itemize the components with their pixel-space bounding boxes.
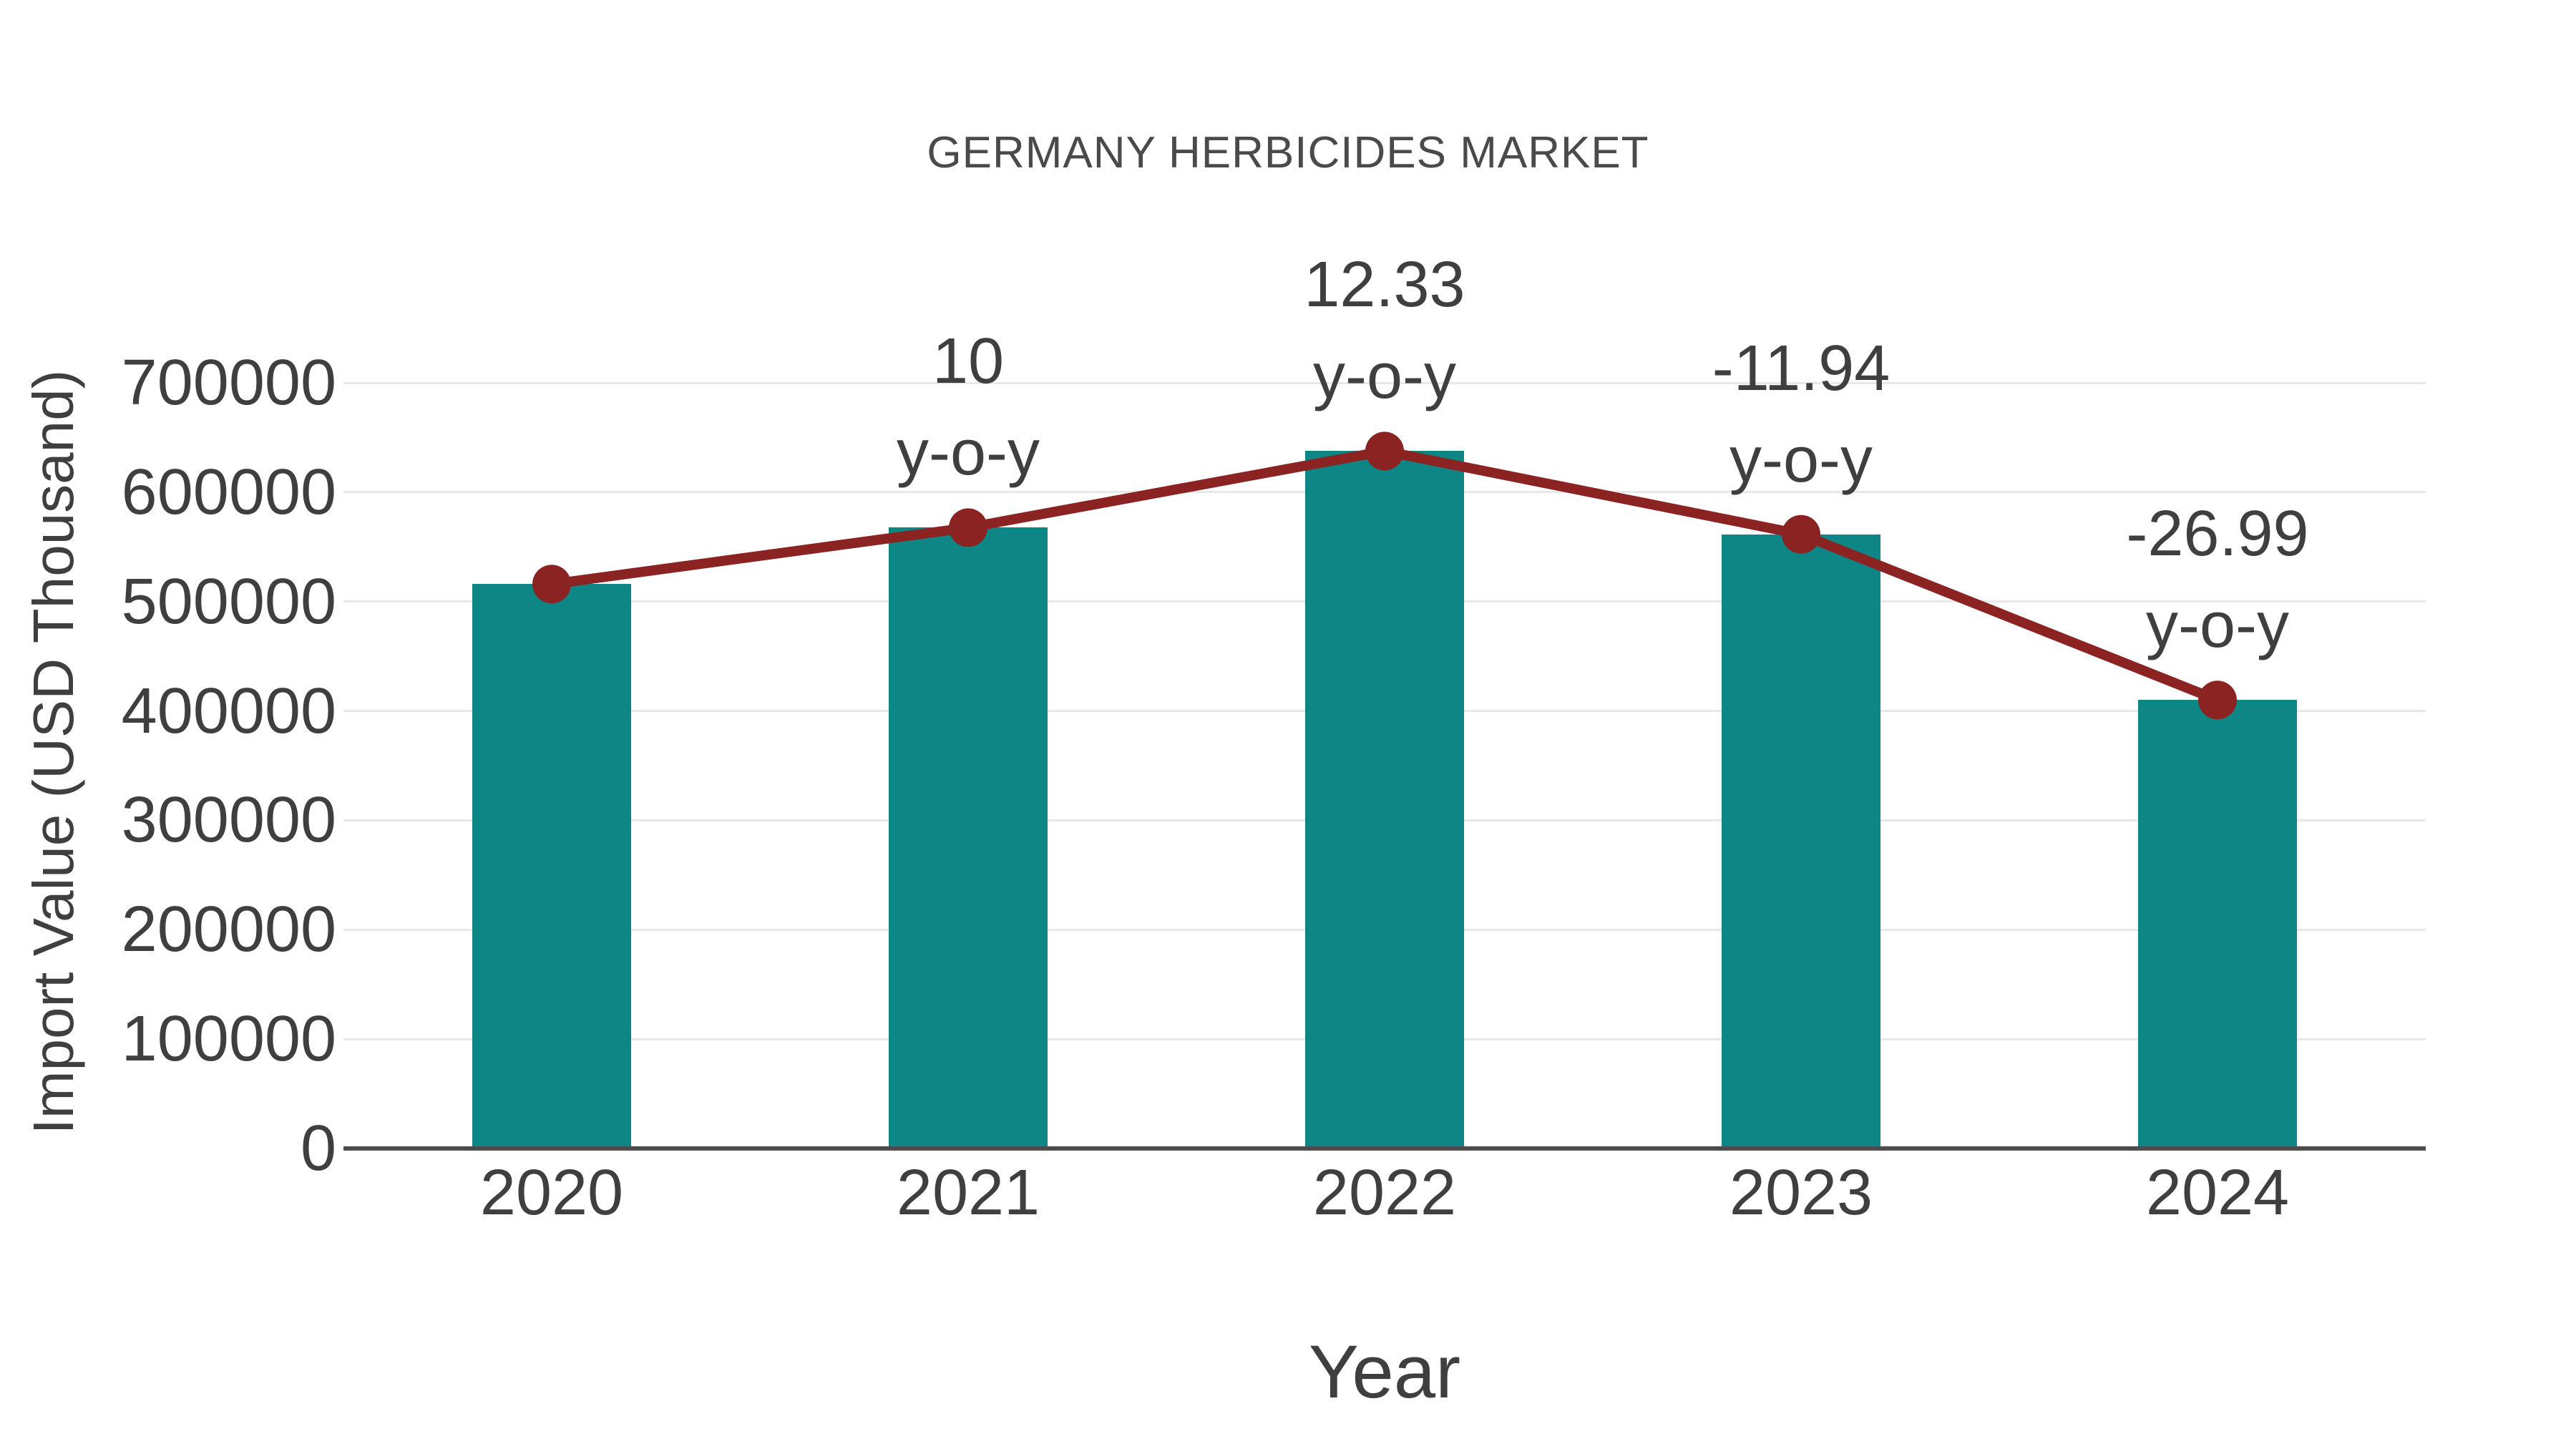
point-label-suffix: y-o-y: [1313, 341, 1456, 413]
x-axis-line: [343, 1146, 2426, 1151]
point-label-suffix: y-o-y: [2146, 590, 2289, 662]
data-point-marker: [2198, 680, 2237, 720]
point-label-suffix: y-o-y: [897, 417, 1040, 489]
chart-title: GERMANY HERBICIDES MARKET: [927, 128, 1649, 177]
x-tick-label: 2021: [896, 1157, 1040, 1229]
y-tick-label: 300000: [121, 784, 336, 857]
point-label-value: 12.33: [1304, 249, 1465, 321]
data-point-marker: [532, 565, 571, 604]
x-tick-label: 2023: [1729, 1157, 1873, 1229]
y-tick-label: 600000: [121, 456, 336, 528]
x-tick-label: 2024: [2145, 1157, 2290, 1229]
gridline: [343, 381, 2426, 384]
data-point-marker: [1365, 431, 1404, 471]
y-tick-label: 500000: [121, 565, 336, 638]
x-axis-title: Year: [1308, 1330, 1461, 1414]
point-label-value: -11.94: [1712, 332, 1890, 404]
y-tick-label: 400000: [121, 675, 336, 747]
point-label-suffix: y-o-y: [1729, 424, 1873, 496]
x-tick-label: 2020: [479, 1157, 624, 1229]
x-tick-label: 2022: [1312, 1157, 1457, 1229]
point-label-value: 10: [932, 326, 1005, 398]
y-tick-label: 100000: [121, 1003, 336, 1075]
y-tick-label: 0: [300, 1113, 336, 1184]
y-tick-label: 200000: [121, 894, 336, 966]
data-point-marker: [1782, 514, 1820, 554]
bar-2024: [2138, 700, 2297, 1148]
bar-2021: [889, 527, 1048, 1148]
point-label-value: -26.99: [2126, 498, 2309, 570]
bar-2022: [1305, 451, 1464, 1148]
bar-2020: [472, 584, 631, 1148]
bar-2023: [1722, 534, 1880, 1148]
y-tick-label: 700000: [121, 347, 336, 419]
data-point-marker: [949, 508, 987, 547]
